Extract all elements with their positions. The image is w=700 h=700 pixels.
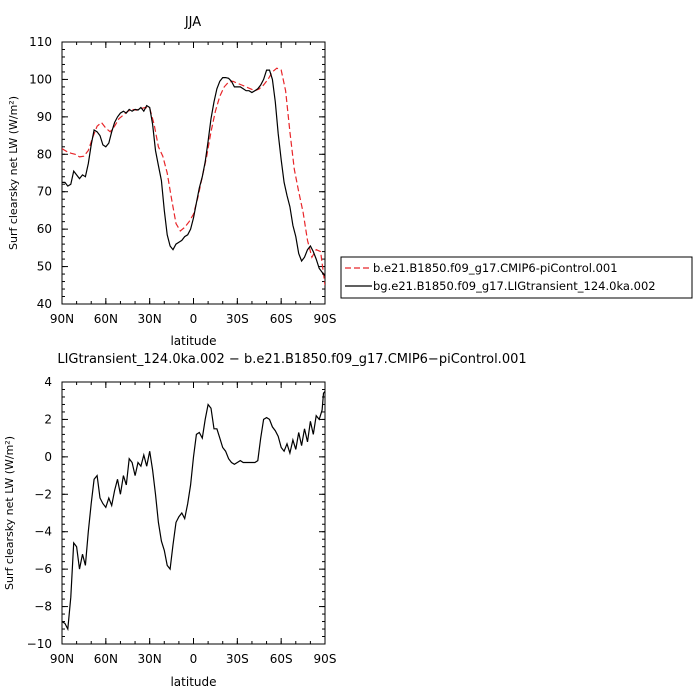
chart-title: LIGtransient_124.0ka.002 − b.e21.B1850.f… [57,352,526,367]
legend-label: bg.e21.B1850.f09_g17.LIGtransient_124.0k… [373,279,656,293]
chart-panel-2: 90N 60N 30N 0 30S 60S 90S −10 −8 −6 −4 −2 0 2 4 LIGtran… [3,352,527,689]
legend-label: b.e21.B1850.f09_g17.CMIP6-piControl.001 [373,261,618,275]
x-tick-label: 30S [226,312,249,326]
y-tick-label: 4 [44,375,52,389]
x-axis-label: latitude [170,334,216,348]
x-tick-label: 30N [138,652,162,666]
y-tick-label: 50 [37,260,52,274]
series-line-1 [62,67,325,286]
y-axis-label: Surf clearsky net LW (W/m²) [7,96,20,250]
y-tick-label: −4 [34,525,52,539]
plot-frame [61,381,326,645]
y-tick-label: 90 [37,110,52,124]
y-tick-label: −10 [27,637,52,651]
x-tick-label: 30S [226,652,249,666]
x-tick-label: 30N [138,312,162,326]
legend-box [340,256,693,299]
x-tick-label: 60S [270,312,293,326]
x-axis-label: latitude [170,675,216,689]
y-tick-label: 0 [44,450,52,464]
y-tick-label: 2 [44,412,52,426]
series-line-2 [62,69,325,277]
y-tick-label: 60 [37,222,52,236]
chart-title: JJA [184,15,201,30]
x-tick-label: 60N [94,652,118,666]
plot-frame [61,41,326,305]
y-tick-label: 40 [37,297,52,311]
y-tick-label: −8 [34,600,52,614]
x-tick-label: 90N [50,312,74,326]
y-axis-label: Surf clearsky net LW (W/m²) [3,436,16,590]
y-tick-label: 80 [37,147,52,161]
y-tick-label: 100 [29,72,52,86]
x-tick-label: 0 [190,312,198,326]
x-tick-label: 0 [190,652,198,666]
y-tick-label: 70 [37,185,52,199]
y-tick-label: −6 [34,562,52,576]
series-line-1 [62,391,325,632]
legend: b.e21.B1850.f09_g17.CMIP6-piControl.001b… [340,256,693,299]
y-tick-label: −2 [34,487,52,501]
x-tick-label: 60N [94,312,118,326]
x-tick-label: 90N [50,652,74,666]
chart-panel-1: 90N 60N 30N 0 30S 60S 90S 40 50 60 70 80 90 100 110 JJA… [7,15,693,348]
y-tick-label: 110 [29,35,52,49]
x-tick-label: 90S [314,312,337,326]
x-tick-label: 90S [314,652,337,666]
x-tick-label: 60S [270,652,293,666]
